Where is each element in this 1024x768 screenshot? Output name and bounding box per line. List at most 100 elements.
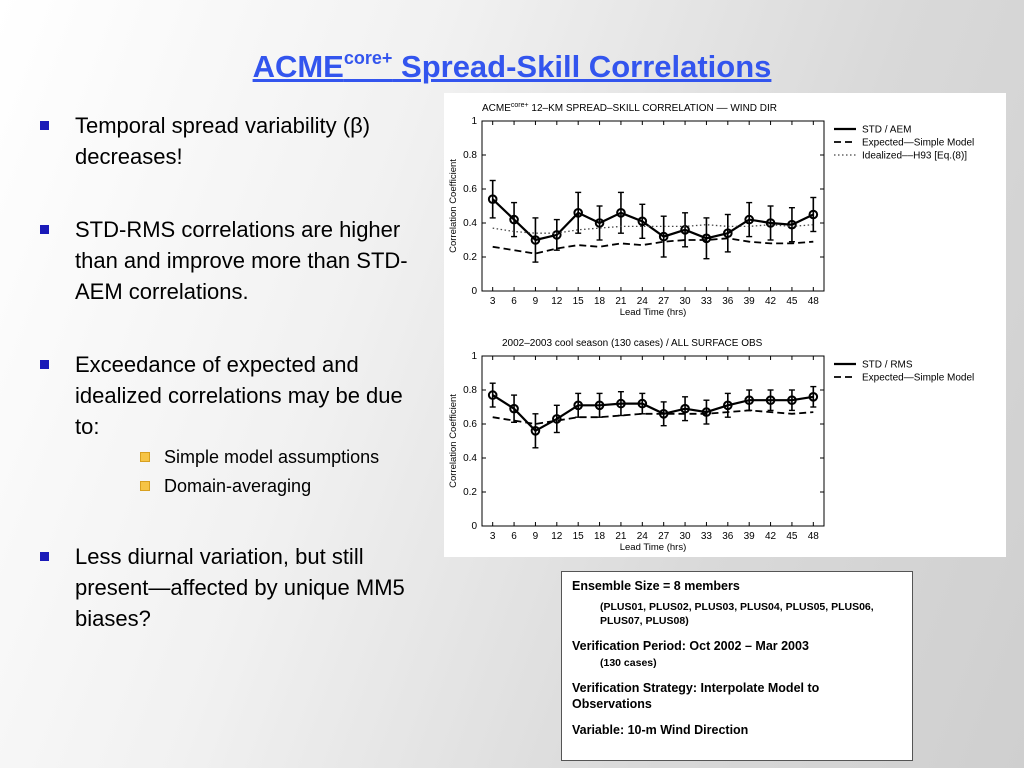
y-tick-label: 0.2 — [463, 252, 477, 263]
chart-title-prefix: ACME — [482, 103, 511, 114]
legend-label: STD / RMS — [862, 360, 913, 371]
x-tick-label: 9 — [533, 296, 539, 307]
square-bullet-icon — [40, 121, 49, 130]
x-tick-label: 42 — [765, 531, 777, 542]
info-box: Ensemble Size = 8 members (PLUS01, PLUS0… — [561, 571, 913, 761]
title-rest: Spread-Skill Correlations — [392, 49, 772, 84]
data-point — [787, 219, 797, 230]
chart-title-text: 12–KM SPREAD–SKILL CORRELATION –– WIND D… — [529, 103, 777, 114]
x-tick-label: 30 — [680, 531, 692, 542]
legend-label: STD / AEM — [862, 125, 911, 136]
x-tick-label: 30 — [680, 296, 692, 307]
square-bullet-icon — [40, 552, 49, 561]
data-point — [509, 403, 519, 414]
sub-bullet-item: Domain-averaging — [140, 475, 311, 497]
series-line — [492, 409, 814, 425]
y-tick-label: 0.8 — [463, 385, 477, 396]
title-main: ACME — [252, 49, 344, 84]
data-point — [552, 230, 562, 240]
slide-title: ACMEcore+ Spread-Skill Correlations — [0, 48, 1024, 85]
x-tick-label: 33 — [701, 531, 713, 542]
x-tick-label: 3 — [490, 531, 496, 542]
x-tick-label: 24 — [637, 531, 649, 542]
data-point — [744, 395, 754, 406]
square-bullet-icon — [40, 360, 49, 369]
series-line — [492, 224, 814, 234]
x-tick-label: 45 — [786, 296, 798, 307]
data-point — [765, 395, 776, 406]
data-point — [552, 414, 562, 424]
square-bullet-icon — [40, 225, 49, 234]
data-point — [594, 218, 605, 228]
y-tick-label: 0.2 — [463, 487, 477, 498]
data-point — [573, 400, 583, 411]
chart-title: 2002–2003 cool season (130 cases) / ALL … — [502, 338, 763, 349]
x-tick-label: 36 — [722, 296, 734, 307]
chart-panel: ACMEcore+ 12–KM SPREAD–SKILL CORRELATION… — [444, 93, 1006, 557]
charts-svg: ACMEcore+ 12–KM SPREAD–SKILL CORRELATION… — [448, 102, 974, 553]
x-tick-label: 39 — [744, 296, 756, 307]
y-tick-label: 0.6 — [463, 419, 477, 430]
x-tick-label: 6 — [511, 296, 517, 307]
verification-period: Verification Period: Oct 2002 – Mar 2003 — [572, 639, 809, 653]
data-point — [594, 400, 605, 411]
verification-variable: Variable: 10-m Wind Direction — [572, 723, 749, 737]
y-axis-label: Correlation Coefficient — [448, 394, 459, 488]
data-point — [787, 395, 797, 406]
data-point — [680, 403, 690, 414]
y-tick-label: 0 — [471, 521, 477, 532]
x-tick-label: 36 — [722, 531, 734, 542]
x-tick-label: 24 — [637, 296, 649, 307]
series-line — [492, 237, 814, 255]
sub-bullet-item: Simple model assumptions — [140, 446, 379, 468]
y-tick-label: 1 — [471, 351, 477, 362]
data-point — [701, 407, 712, 417]
x-tick-label: 9 — [533, 531, 539, 542]
data-point — [616, 398, 626, 409]
x-tick-label: 27 — [658, 531, 670, 542]
x-tick-label: 15 — [573, 531, 585, 542]
x-tick-label: 48 — [808, 531, 820, 542]
x-tick-label: 39 — [744, 531, 756, 542]
series-line — [492, 394, 814, 433]
chart-title: ACMEcore+ 12–KM SPREAD–SKILL CORRELATION… — [482, 102, 777, 114]
x-tick-label: 42 — [765, 296, 777, 307]
small-square-bullet-icon — [140, 481, 150, 491]
chart-title-sup: core+ — [511, 102, 529, 109]
data-point — [808, 209, 819, 220]
plot-frame — [481, 120, 825, 292]
series-line — [491, 198, 814, 242]
x-tick-label: 21 — [615, 296, 627, 307]
y-tick-label: 0.8 — [463, 150, 477, 161]
legend-label: Expected—Simple Model — [862, 373, 974, 384]
x-tick-label: 45 — [786, 531, 798, 542]
x-tick-label: 21 — [615, 531, 627, 542]
sub-bullet-text: Simple model assumptions — [164, 447, 380, 467]
bullet-text: Temporal spread variability (β) decrease… — [75, 113, 371, 169]
bullet-item: STD-RMS correlations are higher than and… — [40, 214, 430, 307]
x-tick-label: 12 — [551, 531, 563, 542]
x-tick-label: 33 — [701, 296, 713, 307]
data-point — [765, 218, 776, 228]
case-count: (130 cases) — [600, 657, 657, 669]
x-tick-label: 3 — [490, 296, 496, 307]
data-point — [530, 235, 541, 245]
bullet-text: Less diurnal variation, but still presen… — [75, 544, 405, 631]
data-point — [637, 216, 648, 227]
data-point — [616, 208, 626, 218]
bullet-item: Exceedance of expected and idealized cor… — [40, 349, 430, 442]
data-point — [487, 194, 498, 204]
bullet-text: STD-RMS correlations are higher than and… — [75, 217, 408, 304]
x-tick-label: 48 — [808, 296, 820, 307]
data-point — [808, 392, 819, 402]
y-tick-label: 0.4 — [463, 453, 477, 464]
x-tick-label: 12 — [551, 296, 563, 307]
data-point — [723, 228, 733, 238]
legend-label: Idealized––H93 [Eq.(8)] — [862, 151, 967, 162]
legend-label: Expected—Simple Model — [862, 138, 974, 149]
x-tick-label: 27 — [658, 296, 670, 307]
data-point — [723, 400, 733, 411]
data-point — [701, 233, 712, 244]
bullet-text: Exceedance of expected and idealized cor… — [75, 352, 403, 439]
data-point — [509, 214, 519, 225]
